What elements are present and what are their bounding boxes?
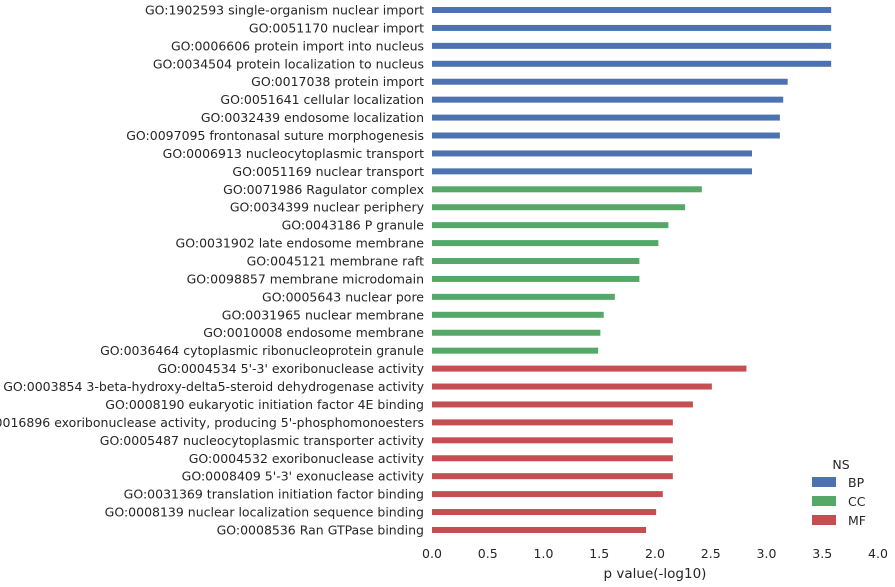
category-label: GO:0071986 Ragulator complex	[223, 182, 424, 197]
bar-cc	[432, 222, 669, 229]
bar-mf	[432, 526, 647, 533]
x-tick-label: 0.5	[478, 546, 498, 561]
legend-swatch-cc	[812, 496, 836, 506]
bar-mf	[432, 419, 673, 426]
x-tick-label: 2.5	[701, 546, 721, 561]
bar-bp	[432, 114, 780, 121]
bar-cc	[432, 258, 640, 265]
category-label: GO:0004532 exoribonuclease activity	[189, 451, 425, 466]
bar-bp	[432, 24, 832, 31]
legend-label-bp: BP	[848, 475, 865, 490]
x-axis-ticks-group: 0.0 0.5 1.0 1.5 2.0 2.5 3.0 3.5 4.0	[422, 546, 888, 561]
category-label: GO:0031902 late endosome membrane	[176, 236, 425, 251]
bar-mf	[432, 383, 712, 390]
category-label: GO:0097095 frontonasal suture morphogene…	[126, 128, 424, 143]
bars-group	[432, 7, 832, 533]
x-tick-label: 1.0	[534, 546, 554, 561]
category-labels-group: GO:1902593 single-organism nuclear impor…	[0, 3, 425, 538]
category-label: GO:0032439 endosome localization	[201, 110, 424, 125]
category-label: GO:0008536 Ran GTPase binding	[217, 522, 424, 537]
bar-bp	[432, 42, 832, 49]
bar-mf	[432, 401, 693, 408]
legend-label-cc: CC	[848, 494, 866, 509]
category-label: GO:0006913 nucleocytoplasmic transport	[163, 146, 424, 161]
category-label: GO:0008409 5'-3' exonuclease activity	[182, 469, 425, 484]
category-label: GO:0004534 5'-3' exoribonuclease activit…	[157, 361, 424, 376]
category-label: GO:0010008 endosome membrane	[203, 325, 424, 340]
category-label: GO:0098857 membrane microdomain	[187, 271, 424, 286]
x-tick-label: 4.0	[868, 546, 888, 561]
category-label: GO:0016896 exoribonuclease activity, pro…	[0, 415, 424, 430]
category-label: GO:0005487 nucleocytoplasmic transporter…	[100, 433, 425, 448]
x-tick-label: 2.0	[645, 546, 665, 561]
bar-mf	[432, 473, 673, 480]
category-label: GO:0036464 cytoplasmic ribonucleoprotein…	[100, 343, 424, 358]
category-label: GO:0043186 P granule	[282, 218, 425, 233]
bar-bp	[432, 168, 753, 175]
bar-mf	[432, 509, 657, 516]
x-tick-label: 1.5	[589, 546, 609, 561]
bar-mf	[432, 491, 663, 498]
category-label: GO:0031965 nuclear membrane	[222, 307, 425, 322]
x-tick-label: 3.0	[757, 546, 777, 561]
bar-cc	[432, 347, 599, 354]
category-label: GO:0003854 3-beta-hydroxy-delta5-steroid…	[3, 379, 424, 394]
legend-label-mf: MF	[848, 513, 866, 528]
x-tick-label: 0.0	[422, 546, 442, 561]
category-label: GO:0051169 nuclear transport	[232, 164, 424, 179]
bar-cc	[432, 311, 604, 318]
legend-title: NS	[832, 457, 849, 472]
bar-cc	[432, 329, 601, 336]
bar-bp	[432, 78, 788, 85]
bar-bp	[432, 132, 780, 139]
category-label: GO:0031369 translation initiation factor…	[124, 487, 424, 502]
category-label: GO:0051170 nuclear import	[249, 20, 424, 35]
category-label: GO:0005643 nuclear pore	[262, 289, 424, 304]
category-label: GO:0051641 cellular localization	[220, 92, 424, 107]
bar-cc	[432, 275, 640, 282]
bar-cc	[432, 240, 659, 247]
legend: NS BP CC MF	[812, 457, 866, 528]
bar-bp	[432, 60, 832, 67]
category-label: GO:0034504 protein localization to nucle…	[153, 56, 424, 71]
x-axis-title: p value(-log10)	[604, 566, 707, 582]
category-label: GO:0045121 membrane raft	[247, 254, 425, 269]
legend-swatch-bp	[812, 477, 836, 487]
bar-bp	[432, 96, 784, 103]
category-label: GO:0034399 nuclear periphery	[230, 200, 425, 215]
bar-cc	[432, 293, 615, 300]
category-label: GO:0006606 protein import into nucleus	[171, 38, 424, 53]
category-label: GO:1902593 single-organism nuclear impor…	[145, 3, 424, 18]
category-label: GO:0017038 protein import	[251, 74, 424, 89]
bar-cc	[432, 186, 702, 193]
bar-bp	[432, 150, 753, 157]
legend-swatch-mf	[812, 515, 836, 525]
bar-mf	[432, 437, 673, 444]
category-label: GO:0008190 eukaryotic initiation factor …	[105, 397, 424, 412]
bar-mf	[432, 365, 747, 372]
bar-mf	[432, 455, 673, 462]
category-label: GO:0008139 nuclear localization sequence…	[105, 505, 424, 520]
x-tick-label: 3.5	[812, 546, 832, 561]
bar-bp	[432, 7, 832, 13]
bar-cc	[432, 204, 686, 211]
